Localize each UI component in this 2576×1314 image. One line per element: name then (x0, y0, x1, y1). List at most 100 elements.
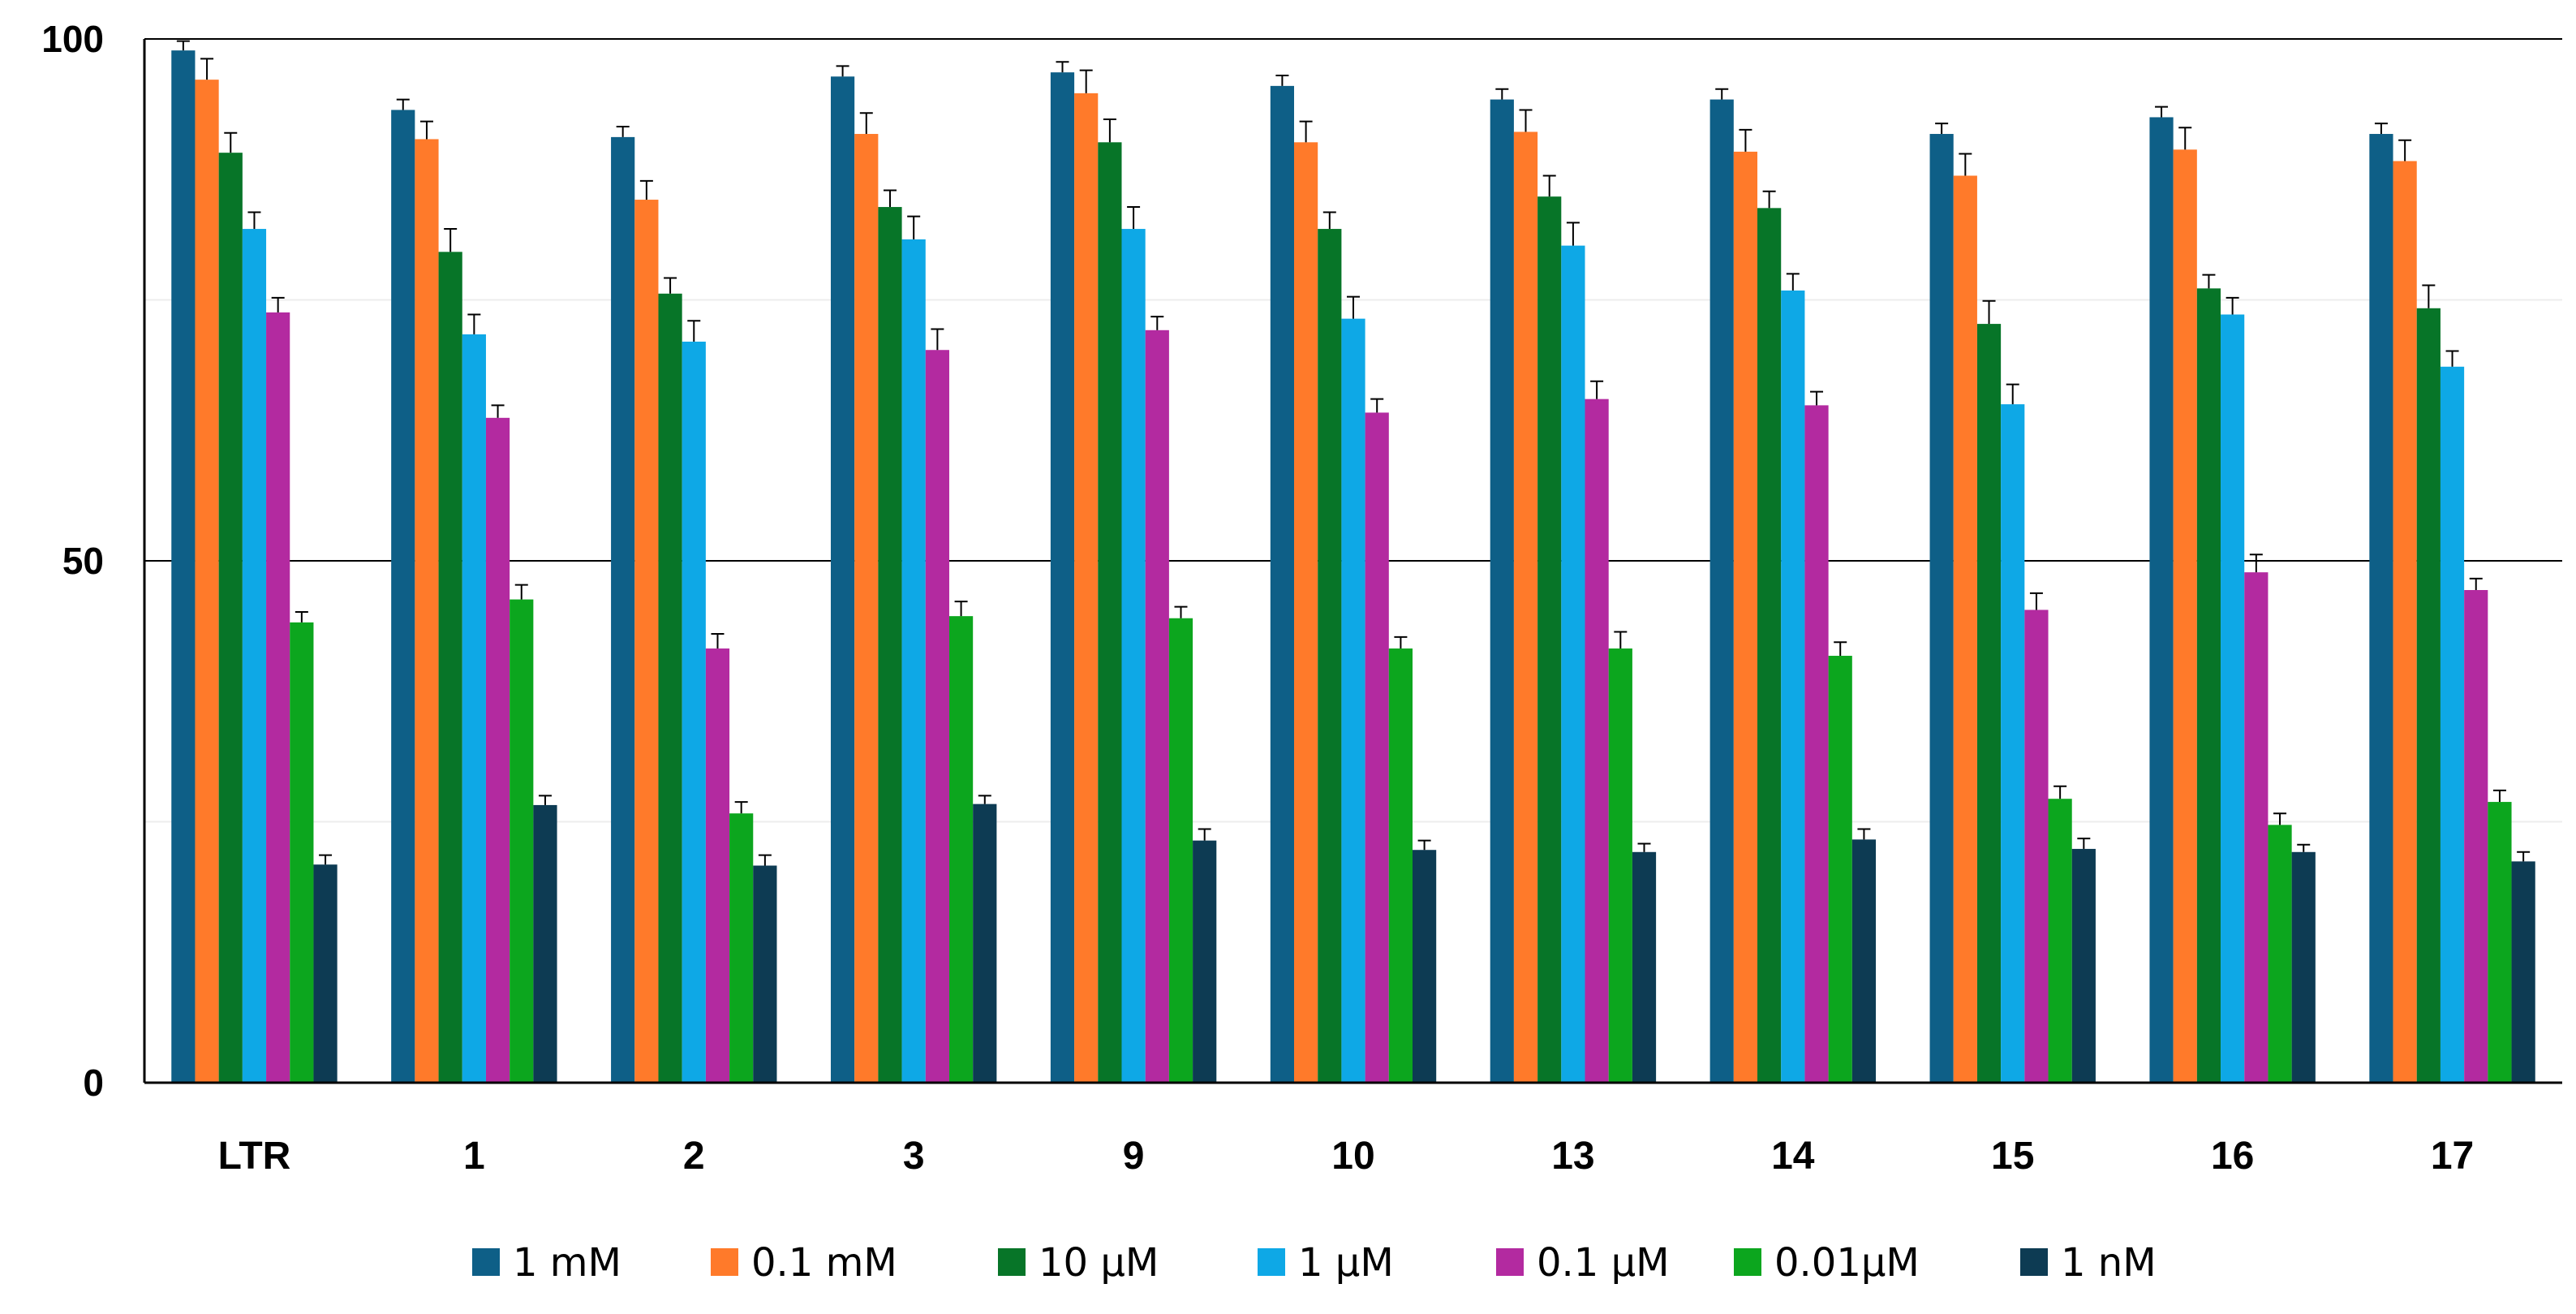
bar (290, 622, 314, 1083)
bar (2464, 590, 2488, 1083)
bar (1193, 840, 1217, 1083)
legend-label: 0.01µM (1774, 1240, 1920, 1286)
legend-swatch (1734, 1248, 1761, 1276)
axes (143, 39, 2562, 1084)
bar (1388, 648, 1413, 1083)
x-tick-label: 15 (1991, 1135, 2034, 1178)
bar (1413, 850, 1437, 1083)
bar (2291, 851, 2316, 1083)
legend-label: 10 µM (1039, 1240, 1159, 1286)
bar (2001, 404, 2025, 1084)
bar (485, 417, 510, 1083)
legend-label: 1 nM (2061, 1240, 2157, 1286)
bar (1781, 290, 1805, 1083)
bar (1733, 151, 1758, 1084)
bar (1074, 93, 1099, 1084)
legend-label: 0.1 µM (1537, 1240, 1670, 1286)
legend-label: 0.1 mM (751, 1240, 897, 1286)
bar (1709, 99, 1734, 1083)
bar (2024, 610, 2049, 1083)
bar (266, 312, 290, 1083)
bar (2048, 799, 2072, 1083)
bar (729, 813, 754, 1083)
bar (1513, 131, 1538, 1084)
x-tick-label: 14 (1771, 1135, 1815, 1178)
bar (171, 50, 196, 1084)
bar (948, 616, 974, 1083)
bar (2221, 314, 2245, 1083)
bar (854, 134, 879, 1083)
bar (1168, 618, 1193, 1083)
bar (1851, 839, 1877, 1083)
x-axis-ticks: LTR 1 2 3 9 10 13 14 15 16 17 (218, 1135, 2475, 1178)
bar (2196, 288, 2221, 1083)
bar (510, 599, 534, 1083)
bar (682, 341, 706, 1083)
bar (1341, 318, 1365, 1083)
bar (1537, 196, 1562, 1083)
bar (2393, 161, 2417, 1083)
legend-swatch (2020, 1248, 2048, 1276)
x-tick-label: 2 (683, 1135, 705, 1178)
bar (1050, 72, 1075, 1084)
bar (1608, 648, 1632, 1083)
legend-swatch (472, 1248, 500, 1276)
x-tick-label: 1 (463, 1135, 485, 1178)
x-tick-label: 17 (2431, 1135, 2474, 1178)
bar (2488, 802, 2512, 1083)
legend-label: 1 µM (1298, 1240, 1394, 1286)
bar (2440, 366, 2465, 1084)
bar (313, 864, 338, 1083)
bar (611, 136, 635, 1083)
legend-swatch (998, 1248, 1026, 1276)
bar (2268, 825, 2292, 1083)
bar (1804, 405, 1829, 1083)
x-tick-label: 16 (2211, 1135, 2254, 1178)
legend-swatch (1258, 1248, 1285, 1276)
bar (1365, 412, 1389, 1083)
bar (1098, 142, 1122, 1084)
bar (462, 334, 486, 1083)
bar (973, 803, 997, 1083)
x-tick-label: 10 (1331, 1135, 1374, 1178)
bar (658, 293, 682, 1083)
legend-swatch (711, 1248, 738, 1276)
bar (1632, 851, 1657, 1083)
bar (2369, 134, 2393, 1083)
bar (1270, 85, 1294, 1084)
y-tick-label: 100 (41, 18, 104, 60)
bar (195, 80, 219, 1083)
bar (1953, 175, 1977, 1083)
bar (1757, 208, 1782, 1083)
x-tick-label: 3 (903, 1135, 925, 1178)
bar (753, 865, 777, 1083)
bar (1294, 142, 1318, 1084)
legend-swatch (1496, 1248, 1524, 1276)
bar (1318, 229, 1342, 1083)
bar (2511, 861, 2535, 1083)
bar (878, 207, 902, 1083)
y-tick-label: 0 (83, 1062, 104, 1104)
bar (634, 200, 659, 1084)
bar (705, 648, 730, 1083)
bar (242, 229, 267, 1083)
bar (2149, 117, 2174, 1084)
bar (901, 239, 926, 1083)
bar (925, 350, 949, 1083)
legend-label: 1 mM (513, 1240, 621, 1286)
error-bars (176, 40, 2531, 866)
bar-series (171, 50, 2535, 1084)
bar (391, 110, 415, 1083)
bar (438, 252, 462, 1083)
bar (2071, 848, 2096, 1083)
bar (1929, 134, 1954, 1083)
bar (830, 76, 855, 1083)
x-tick-label: LTR (218, 1135, 291, 1178)
x-tick-label: 13 (1551, 1135, 1594, 1178)
bar (1121, 229, 1146, 1083)
bar (533, 804, 557, 1083)
legend: 1 mM 0.1 mM 10 µM 1 µM 0.1 µM 0.01µM 1 nM (472, 1240, 2157, 1286)
bar (1561, 245, 1585, 1084)
y-axis-ticks: 0 50 100 (41, 18, 104, 1104)
